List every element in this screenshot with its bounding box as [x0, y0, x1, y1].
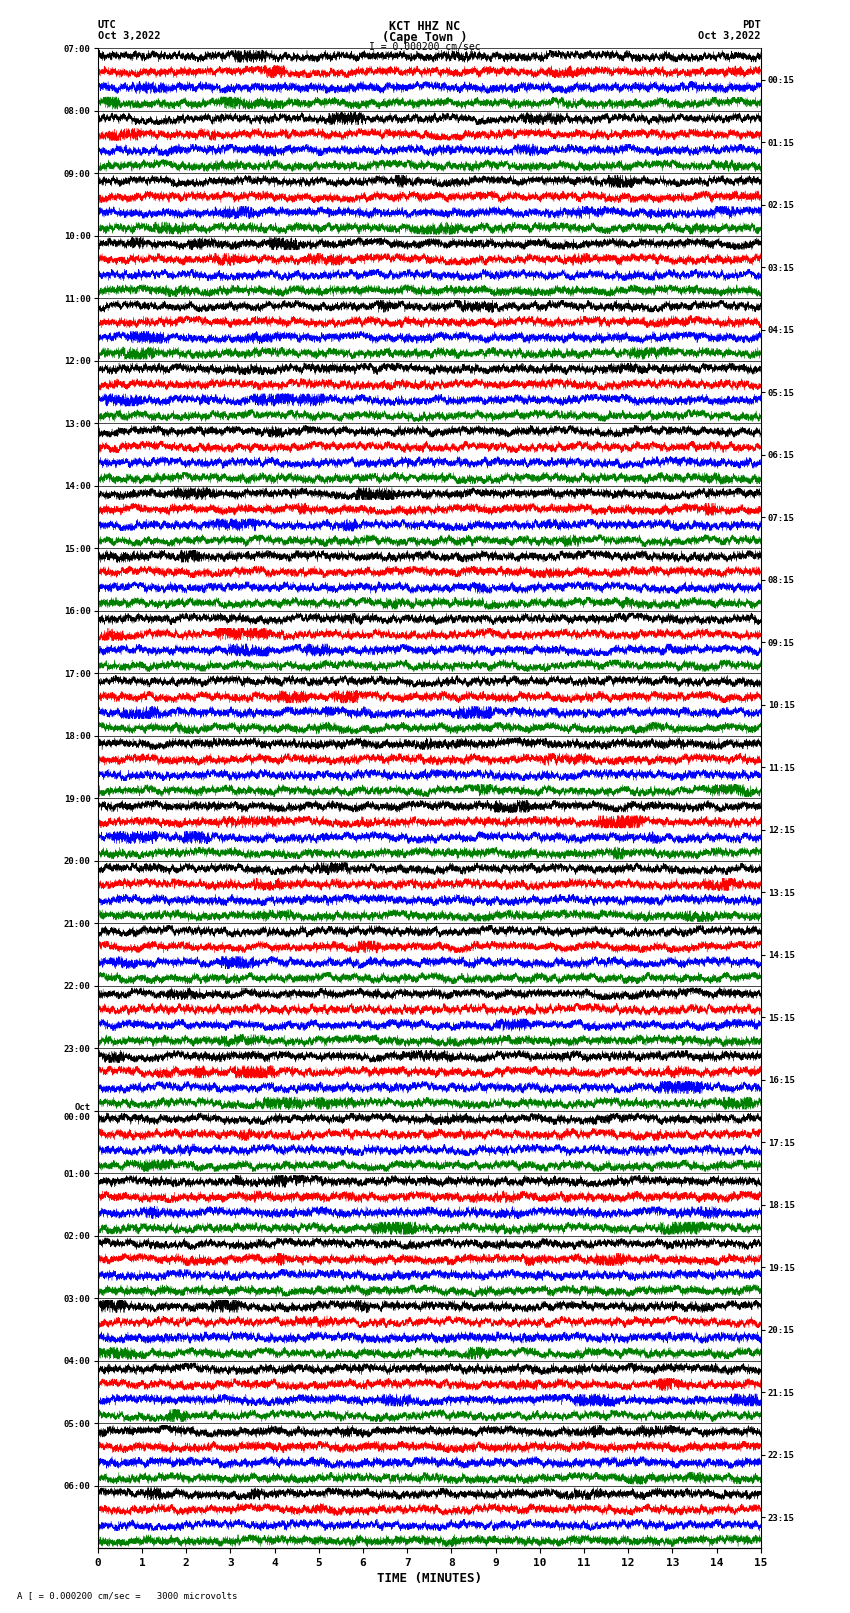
X-axis label: TIME (MINUTES): TIME (MINUTES) — [377, 1573, 482, 1586]
Text: PDT: PDT — [742, 19, 761, 31]
Text: I = 0.000200 cm/sec: I = 0.000200 cm/sec — [369, 42, 481, 52]
Text: Oct 3,2022: Oct 3,2022 — [698, 31, 761, 40]
Text: UTC: UTC — [98, 19, 116, 31]
Text: (Cape Town ): (Cape Town ) — [382, 31, 468, 44]
Text: Oct 3,2022: Oct 3,2022 — [98, 31, 161, 40]
Text: KCT HHZ NC: KCT HHZ NC — [389, 19, 461, 34]
Text: A [ = 0.000200 cm/sec =   3000 microvolts: A [ = 0.000200 cm/sec = 3000 microvolts — [17, 1590, 237, 1600]
